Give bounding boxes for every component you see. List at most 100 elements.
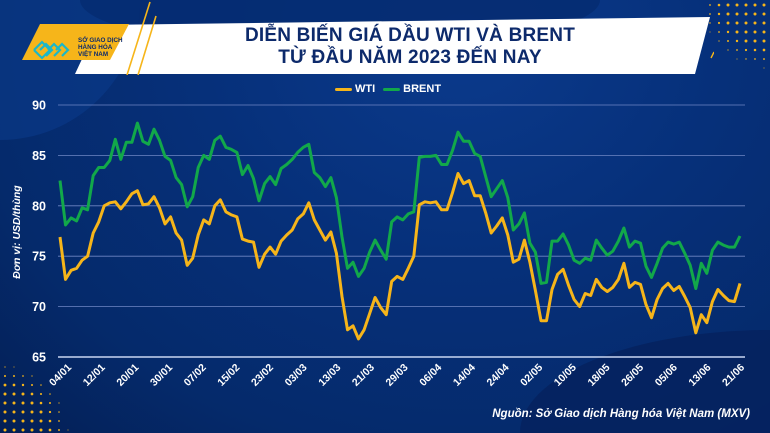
- halftone-dot: [718, 40, 720, 42]
- logo-line: SỞ GIAO DỊCH: [78, 37, 123, 44]
- x-tick-label: 29/03: [384, 362, 411, 389]
- x-tick-label: 20/01: [114, 362, 141, 389]
- x-tick-label: 30/01: [148, 362, 175, 389]
- accent-line: [126, 1, 151, 75]
- x-axis-ticks: 04/01 12/01 20/01 30/01 07/02 15/02 23/02 03/03…: [47, 362, 747, 389]
- legend-label-wti: WTI: [355, 83, 376, 95]
- halftone-dot: [727, 40, 729, 42]
- halftone-dot: [21, 383, 25, 387]
- halftone-dot: [12, 419, 16, 423]
- halftone-dot: [763, 67, 765, 69]
- halftone-dot: [12, 428, 16, 432]
- halftone-dot: [762, 3, 766, 7]
- y-axis-ticks: 65 70 75 80 85 90: [32, 99, 46, 365]
- legend-swatch-brent: [383, 87, 401, 91]
- halftone-dot: [13, 375, 15, 377]
- halftone-dot: [31, 384, 33, 386]
- x-tick-label: 23/02: [249, 362, 276, 389]
- x-tick-label: 05/06: [653, 362, 680, 389]
- halftone-dot: [735, 12, 739, 16]
- x-tick-label: 12/01: [81, 362, 108, 389]
- series-line-wti: [58, 172, 742, 341]
- halftone-dot: [39, 419, 43, 423]
- halftone-dot: [4, 366, 6, 368]
- logo-wordmark: SỞ GIAO DỊCH HÀNG HÓA VIỆT NAM: [78, 37, 148, 58]
- halftone-dot: [39, 410, 43, 414]
- x-tick-label: 18/05: [585, 362, 612, 389]
- halftone-dot: [58, 411, 60, 413]
- halftone-dot: [753, 21, 757, 25]
- halftone-dot: [762, 12, 766, 16]
- x-tick-label: 13/03: [316, 362, 343, 389]
- halftone-dots-top-right: [709, 3, 766, 69]
- x-tick-label: 13/06: [686, 362, 713, 389]
- halftone-dot: [13, 366, 15, 368]
- legend: WTI BRENT: [335, 83, 441, 95]
- halftone-dot: [39, 428, 43, 432]
- y-tick-label: 65: [32, 351, 46, 365]
- halftone-dot: [762, 48, 766, 52]
- halftone-dot: [726, 3, 730, 7]
- halftone-dot: [727, 49, 729, 51]
- halftone-dot: [39, 392, 43, 396]
- chart-title: DIỄN BIẾN GIÁ DẦU WTI VÀ BRENT TỪ ĐẦU NĂ…: [190, 25, 630, 69]
- halftone-dot: [58, 420, 60, 422]
- halftone-dot: [717, 3, 721, 7]
- legend-label-brent: BRENT: [403, 83, 442, 95]
- legend-item-wti: WTI: [335, 83, 375, 95]
- halftone-dot: [12, 383, 16, 387]
- halftone-dot: [30, 401, 34, 405]
- halftone-dot: [30, 410, 34, 414]
- halftone-dot: [30, 392, 34, 396]
- y-tick-label: 75: [32, 250, 46, 264]
- x-tick-label: 24/04: [485, 362, 512, 389]
- halftone-dot: [48, 410, 52, 414]
- halftone-dot: [726, 21, 730, 25]
- y-axis-label: Đơn vị: USD/thùng: [11, 185, 23, 279]
- halftone-dot: [48, 428, 52, 432]
- halftone-dot: [3, 392, 7, 396]
- halftone-dot: [58, 429, 60, 431]
- halftone-dot: [744, 39, 748, 43]
- source-note: Nguồn: Sở Giao dịch Hàng hóa Việt Nam (M…: [492, 408, 750, 420]
- series-lines: [58, 121, 742, 341]
- halftone-dot: [3, 419, 7, 423]
- halftone-dot: [744, 48, 748, 52]
- x-tick-label: 14/04: [451, 362, 478, 389]
- halftone-dot: [22, 375, 24, 377]
- halftone-dot: [49, 393, 51, 395]
- accent-line: [710, 51, 714, 59]
- halftone-dot: [744, 3, 748, 7]
- halftone-dot: [3, 401, 7, 405]
- halftone-dot: [12, 401, 16, 405]
- halftone-dot: [3, 383, 7, 387]
- halftone-dot: [67, 429, 69, 431]
- legend-swatch-wti: [335, 87, 352, 91]
- halftone-dot: [3, 374, 7, 378]
- x-tick-label: 10/05: [552, 362, 579, 389]
- halftone-dot: [735, 21, 739, 25]
- halftone-dot: [726, 12, 730, 16]
- x-tick-label: 07/02: [182, 362, 209, 389]
- halftone-dot: [753, 3, 757, 7]
- halftone-dot: [744, 12, 748, 16]
- halftone-dot: [736, 58, 738, 60]
- halftone-dot: [735, 39, 739, 43]
- halftone-dot: [58, 402, 60, 404]
- x-tick-label: 04/01: [47, 362, 74, 389]
- halftone-dot: [30, 428, 34, 432]
- halftone-dot: [744, 30, 748, 34]
- halftone-dot: [48, 419, 52, 423]
- halftone-dot: [753, 39, 757, 43]
- title-line-1: DIỄN BIẾN GIÁ DẦU WTI VÀ BRENT: [244, 25, 576, 46]
- logo-mark-icon: [33, 40, 70, 60]
- accent-line: [137, 15, 157, 75]
- halftone-dots-bottom-left: [3, 366, 69, 432]
- halftone-dot: [763, 58, 765, 60]
- halftone-dot: [736, 49, 738, 51]
- halftone-dot: [718, 31, 720, 33]
- halftone-dot: [753, 30, 757, 34]
- halftone-dot: [31, 375, 33, 377]
- halftone-dot: [762, 21, 766, 25]
